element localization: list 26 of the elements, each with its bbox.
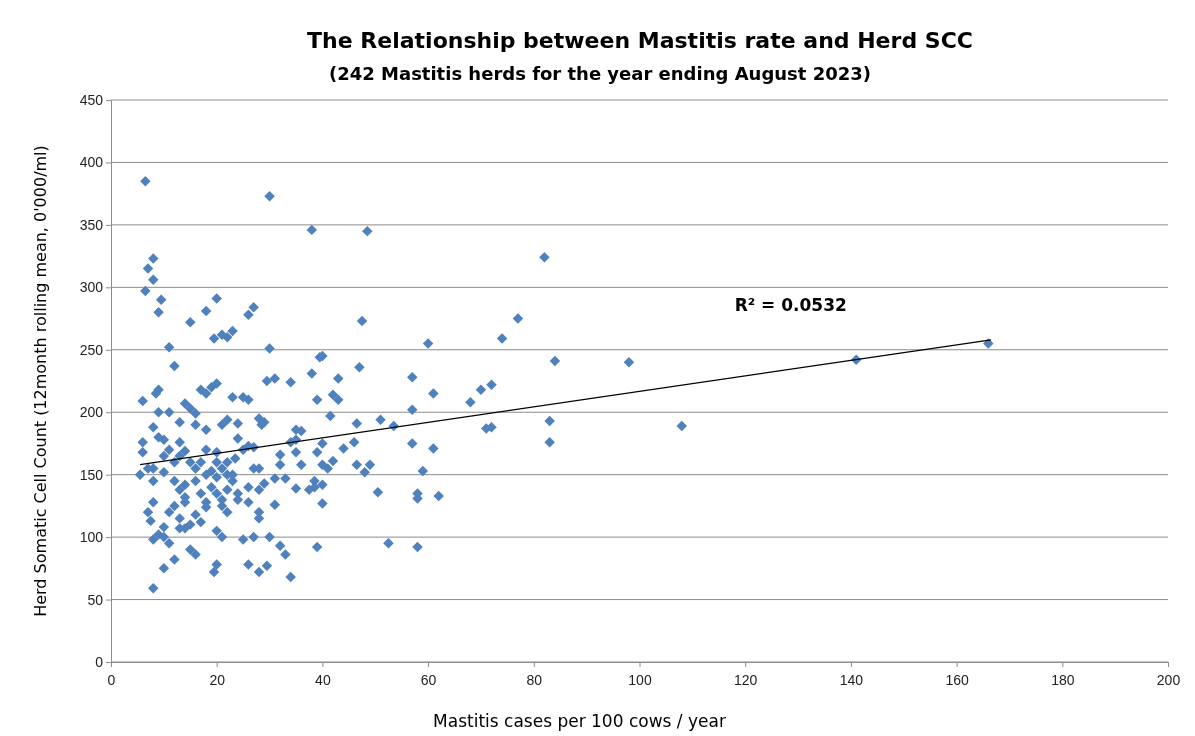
x-tick-label: 40 (315, 672, 331, 689)
x-tick-label: 200 (1156, 672, 1181, 689)
x-tick-label: 60 (420, 672, 437, 689)
y-tick-label: 0 (95, 653, 104, 670)
x-tick-label: 120 (734, 672, 758, 689)
y-tick-label: 50 (87, 591, 104, 608)
y-tick-label: 100 (79, 529, 104, 546)
x-tick-label: 0 (107, 672, 116, 689)
chart-title: The Relationship between Mastitis rate and Herd SCC (307, 28, 973, 53)
y-tick-label: 150 (79, 466, 104, 483)
y-tick-label: 200 (79, 404, 104, 421)
y-tick-label: 400 (79, 154, 104, 171)
y-axis-title: Herd Somatic Cell Count (12month rolling mean, 0'000/ml) (31, 145, 50, 617)
annotation: R² = 0.0532 (734, 294, 847, 315)
x-tick-label: 20 (209, 672, 226, 689)
x-tick-label: 180 (1051, 672, 1075, 689)
y-tick-label: 300 (79, 279, 104, 296)
x-tick-label: 160 (945, 672, 969, 689)
y-tick-label: 250 (79, 341, 104, 358)
x-axis-title: Mastitis cases per 100 cows / year (433, 711, 726, 731)
x-tick-label: 140 (839, 672, 864, 689)
y-tick-label: 350 (79, 216, 104, 233)
y-tick-label: 450 (79, 91, 104, 108)
x-tick-label: 80 (526, 672, 543, 689)
x-tick-label: 100 (628, 672, 652, 689)
chart-subtitle: (242 Mastitis herds for the year ending August 2023) (329, 63, 871, 84)
